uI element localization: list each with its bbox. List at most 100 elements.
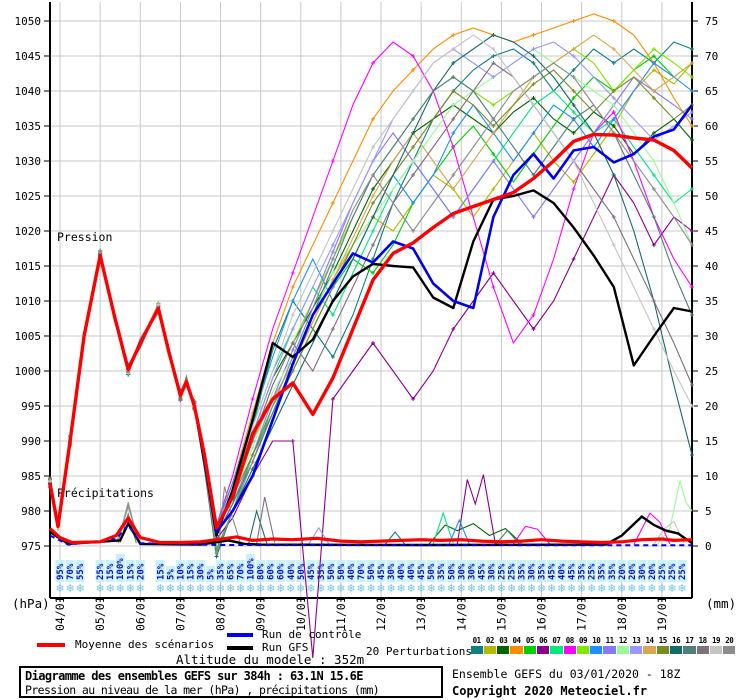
snow-prob-label: 35% [538, 563, 548, 580]
perturbation-legend-item: 09 [576, 636, 590, 654]
altitude-note: Altitude du modele : 352m [176, 652, 365, 667]
chart-title: Diagramme des ensembles GEFS sur 384h : … [25, 669, 363, 683]
snow-prob-label: 35% [578, 563, 588, 580]
perturbation-swatch [510, 646, 523, 654]
perturbation-legend-item: 10 [590, 637, 603, 654]
y-right-tick-label: 25 [705, 365, 718, 378]
snow-prob-label: 40% [287, 563, 297, 580]
member-line-10 [49, 62, 693, 528]
snowflake-icon: ❄ [226, 582, 235, 595]
perturbation-swatch [723, 646, 736, 654]
snow-prob-label: 55% [76, 563, 86, 580]
perturbation-legend-item: 17 [683, 637, 696, 654]
perturbation-swatch [696, 646, 709, 654]
snowflake-icon: ❄ [176, 582, 185, 595]
snowflake-icon: ❄ [316, 582, 325, 595]
snowflake-icon: ❄ [567, 582, 576, 595]
y-left-tick-label: 985 [21, 470, 41, 483]
snow-prob-label: 35% [317, 563, 327, 580]
perturbation-number: 05 [525, 636, 535, 645]
perturbation-swatch [550, 646, 563, 654]
x-date-label: 16/01 [535, 596, 549, 631]
y-left-tick-label: 1000 [15, 365, 42, 378]
y-left-tick-label: 1050 [15, 15, 42, 28]
perturbation-swatch [576, 646, 590, 654]
perturbation-number: 19 [711, 636, 721, 645]
perturbation-number: 18 [698, 636, 708, 645]
snow-prob-label: 45% [377, 563, 387, 580]
snowflake-icon: ❄ [75, 582, 84, 595]
snowflake-icon: ❄ [487, 582, 496, 595]
perturbation-number: 09 [579, 636, 588, 645]
y-right-tick-label: 50 [705, 190, 718, 203]
perturbation-legend-item: 07 [550, 637, 563, 654]
perturbation-swatch [669, 646, 683, 654]
y-left-tick-label: 975 [21, 540, 41, 553]
perturbation-number: 12 [618, 636, 628, 645]
perturbation-number: 02 [485, 636, 495, 645]
snow-prob-label: 25% [678, 563, 688, 580]
control-precip-line [49, 523, 693, 547]
snowflake-icon: ❄ [427, 582, 436, 595]
perturbations-legend: 01 02 03 04 05 06 07 08 09 10 11 12 13 14 15 16 17 18 19 20 [470, 637, 736, 654]
member-markers-16 [48, 33, 694, 559]
y-left-tick-label: 1005 [15, 330, 42, 343]
y-right-tick-label: 45 [705, 225, 718, 238]
snowflake-icon: ❄ [637, 582, 646, 595]
snow-prob-label: 30% [387, 563, 397, 580]
mean-precip-line [48, 516, 693, 545]
perturbation-swatch [643, 646, 656, 654]
member-precip-line [653, 520, 685, 545]
y-left-tick-label: 1030 [15, 155, 42, 168]
snow-prob-label: 50% [447, 563, 457, 580]
snowflake-icon: ❄ [126, 582, 135, 595]
member-markers-14 [48, 47, 694, 534]
member-line-11 [49, 76, 693, 538]
y-right-tick-label: 70 [705, 50, 718, 63]
snow-prob-label: 30% [457, 563, 467, 580]
perturbation-number: 06 [539, 636, 548, 645]
y-left-tick-label: 1045 [15, 50, 42, 63]
perturbation-number: 04 [512, 636, 522, 645]
snowflake-icon: ❄ [417, 582, 426, 595]
y-right-tick-label: 40 [705, 260, 718, 273]
perturbation-legend-item: 08 [563, 637, 576, 654]
x-date-label: 07/01 [173, 596, 187, 631]
perturbation-swatch [497, 646, 510, 654]
snowflake-icon: ❄ [216, 582, 225, 595]
member-precip-line [256, 496, 276, 544]
snowflake-icon: ❄ [557, 582, 566, 595]
snow-prob-label: 20% [136, 563, 146, 580]
perturbation-legend-item: 01 [470, 637, 483, 654]
x-date-label: 09/01 [254, 596, 268, 631]
snow-prob-label: 70% [357, 563, 367, 580]
perturbation-legend-item: 06 [536, 636, 550, 654]
axes: 975 0 980 5 985 10 990 15 995 20 1000 25 1005 30 1010 3… [12, 2, 736, 631]
control-line [48, 104, 694, 534]
x-date-label: 11/01 [334, 596, 348, 631]
snow-prob-label: 5% [166, 569, 176, 580]
snow-prob-label: 20% [628, 563, 638, 580]
perturbation-swatch [656, 646, 669, 654]
perturbation-swatch [563, 646, 576, 654]
y-right-tick-label: 30 [705, 330, 718, 343]
snow-prob-label: 35% [517, 563, 527, 580]
y-right-tick-label: 5 [705, 505, 712, 518]
member-precip-line [633, 512, 671, 545]
member-line-17 [49, 76, 693, 538]
snow-prob-label: 30% [638, 563, 648, 580]
snowflake-icon: ❄ [96, 582, 105, 595]
snow-prob-label: 5% [207, 569, 217, 580]
snowflake-icon: ❄ [116, 582, 125, 595]
mean-line-label: Moyenne des scénarios [75, 638, 215, 651]
perturbation-legend-item: 16 [669, 637, 683, 654]
snowflake-icon: ❄ [437, 582, 446, 595]
perturbation-number: 10 [592, 636, 601, 645]
copyright: Copyright 2020 Meteociel.fr [452, 684, 648, 698]
x-date-label: 12/01 [374, 596, 388, 631]
run-info: Ensemble GEFS du 03/01/2020 - 18Z [452, 667, 681, 681]
snowflake-icon: ❄ [527, 582, 536, 595]
perturbation-legend-item: 13 [630, 637, 643, 654]
snow-prob-label: 100% [247, 558, 257, 580]
